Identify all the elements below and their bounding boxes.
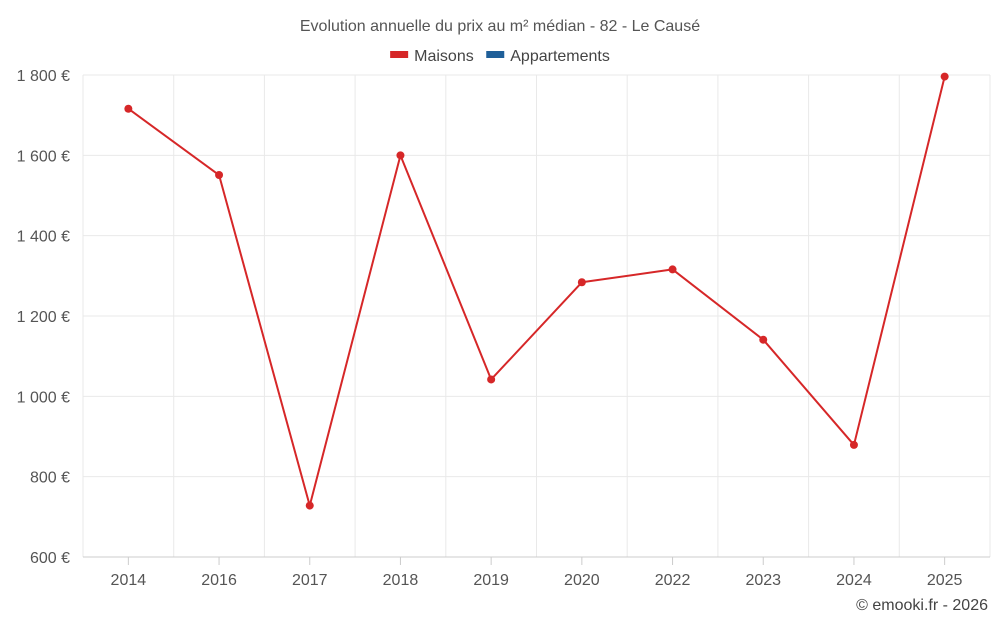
series-line: [127, 76, 946, 507]
legend-label: Appartements: [510, 48, 610, 65]
data-point[interactable]: [305, 501, 314, 510]
data-point[interactable]: [668, 265, 677, 274]
x-tick-label: 2020: [564, 572, 600, 589]
data-point[interactable]: [396, 151, 405, 160]
x-tick-label: 2024: [836, 572, 872, 589]
data-point[interactable]: [849, 440, 858, 449]
series-layer: [124, 72, 949, 510]
x-tick-label: 2014: [111, 572, 147, 589]
x-tick-label: 2023: [745, 572, 781, 589]
legend-label: Maisons: [414, 48, 474, 65]
x-gridlines: [82, 75, 991, 557]
x-tick-label: 2022: [655, 572, 691, 589]
x-tick-label: 2025: [927, 572, 963, 589]
y-tick-label: 1 200 €: [17, 309, 70, 326]
data-point[interactable]: [577, 278, 586, 287]
x-tick-label: 2019: [473, 572, 509, 589]
legend-item[interactable]: Appartements: [486, 48, 610, 65]
y-tick-label: 600 €: [30, 550, 70, 567]
y-tick-label: 1 800 €: [17, 68, 70, 85]
y-tick-label: 1 400 €: [17, 229, 70, 246]
credit-text: © emooki.fr - 2026: [856, 597, 988, 614]
x-tick-label: 2017: [292, 572, 328, 589]
y-tick-label: 1 600 €: [17, 148, 70, 165]
y-tick-label: 1 000 €: [17, 389, 70, 406]
legend-swatch: [390, 51, 409, 58]
data-point[interactable]: [759, 335, 768, 344]
y-axis-ticks: 600 € 800 € 1 000 € 1 200 € 1 400 € 1 600 € 1 …: [17, 68, 70, 567]
y-tick-label: 800 €: [30, 470, 70, 487]
data-point[interactable]: [940, 72, 949, 81]
data-point[interactable]: [487, 375, 496, 384]
x-axis-ticks: 2014 2016 2017 2018 2019 2020 2022 2023 2024 2025: [111, 572, 963, 589]
legend-item[interactable]: Maisons: [390, 48, 474, 65]
legend: Maisons Appartements: [390, 48, 610, 65]
data-point[interactable]: [215, 171, 224, 180]
x-tick-label: 2018: [383, 572, 419, 589]
x-tick-label: 2016: [201, 572, 237, 589]
chart-title: Evolution annuelle du prix au m² médian …: [300, 18, 700, 35]
legend-swatch: [486, 51, 505, 58]
data-point[interactable]: [124, 104, 133, 113]
axis-lines: [83, 556, 990, 565]
